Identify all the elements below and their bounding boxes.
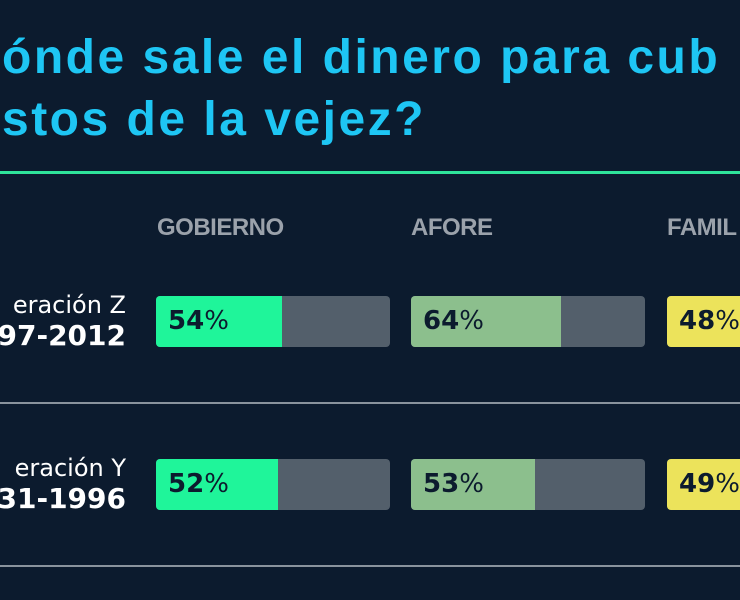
data-label: 48% [679, 306, 740, 336]
bar-fill-gobierno [156, 459, 278, 510]
data-label: 54% [168, 306, 229, 336]
unit: % [715, 469, 740, 499]
generation-label: eración Y [14, 454, 126, 482]
column-header-familia: FAMIL [667, 214, 737, 241]
row-divider [0, 402, 740, 404]
generation-label: eración Z [12, 291, 126, 319]
unit: % [204, 306, 229, 336]
row-label: eración Z 97-2012 [0, 291, 126, 352]
value: 64 [423, 306, 460, 336]
data-label: 64% [423, 306, 484, 336]
data-label: 49% [679, 469, 740, 499]
value: 52 [168, 469, 205, 499]
bar-track-gobierno: 54% [156, 296, 390, 347]
title-line-2: stos de la vejez? [2, 93, 426, 146]
bar-fill-familia [667, 459, 740, 510]
years-label: 97-2012 [0, 319, 126, 352]
title-line-1: ónde sale el dinero para cub [2, 31, 721, 84]
unit: % [459, 306, 484, 336]
row-label: eración Y 31-1996 [0, 454, 126, 515]
value: 48 [679, 306, 716, 336]
bar-fill-afore [411, 459, 536, 510]
years-label: 31-1996 [0, 482, 126, 515]
unit: % [459, 469, 484, 499]
value: 53 [423, 469, 460, 499]
value: 54 [168, 306, 205, 336]
bar-track-afore: 64% [411, 296, 645, 347]
row-divider [0, 565, 740, 567]
bar-track-familia: 49% [667, 459, 740, 510]
column-header-afore: AFORE [411, 214, 493, 241]
data-label: 53% [423, 469, 484, 499]
unit: % [204, 469, 229, 499]
data-label: 52% [168, 469, 229, 499]
bar-fill-familia [667, 296, 740, 347]
bar-fill-gobierno [156, 296, 283, 347]
column-header-gobierno: GOBIERNO [157, 214, 284, 241]
bar-track-gobierno: 52% [156, 459, 390, 510]
unit: % [715, 306, 740, 336]
value: 49 [679, 469, 716, 499]
bar-fill-afore [411, 296, 561, 347]
accent-divider [0, 171, 740, 174]
bar-track-afore: 53% [411, 459, 645, 510]
bar-track-familia: 48% [667, 296, 740, 347]
